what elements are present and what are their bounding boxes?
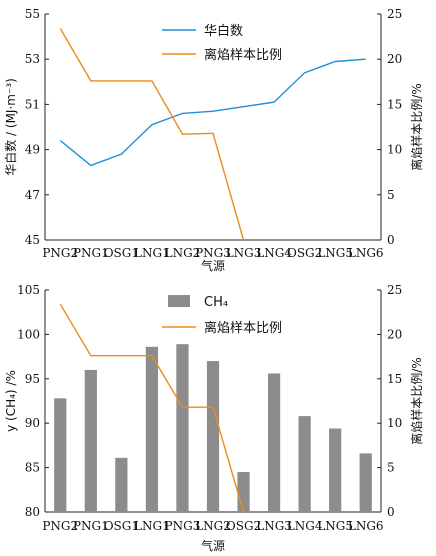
chart1-category-label: PNG2 (42, 246, 78, 260)
chart2-right-tick-label: 0 (387, 505, 395, 519)
chart2-legend-swatch-ch4 (168, 295, 190, 307)
chart1-x-axis-title: 气源 (201, 258, 225, 273)
chart2-category-label: PNG1 (73, 519, 109, 533)
chart1-flame-lift-ratio-line (59, 28, 245, 241)
chart2-left-tick-label: 80 (25, 505, 40, 519)
chart1-right-tick-label: 15 (387, 97, 402, 111)
chart2-category-label: LNG4 (287, 519, 323, 533)
chart2-bar (115, 457, 128, 512)
chart1-left-tick-label: 53 (25, 52, 40, 66)
chart2-category-label: LNG1 (134, 519, 170, 533)
chart1-left-tick-label: 45 (25, 233, 40, 247)
chart1-category-label: PNG3 (195, 246, 231, 260)
chart2-category-label: LNG6 (348, 519, 384, 533)
chart2-right-tick-label: 25 (387, 283, 402, 297)
chart1-category-label: LNG1 (134, 246, 170, 260)
chart2-category-label: PNG3 (165, 519, 201, 533)
chart2-category-label: OSG2 (226, 519, 261, 533)
chart2-category-label: LNG5 (317, 519, 353, 533)
chart2-y2-axis-title: 离焰样本比例/% (409, 357, 424, 444)
chart1-category-label: OSG1 (104, 246, 139, 260)
chart2-legend-label-1: CH₄ (204, 295, 228, 310)
chart1-category-label: PNG1 (73, 246, 109, 260)
chart1-right-tick-label: 25 (387, 7, 402, 21)
chart1-right-tick-label: 10 (387, 143, 402, 157)
chart2-bar (84, 369, 97, 512)
chart2-right-tick-label: 15 (387, 372, 402, 386)
chart1-right-tick-label: 0 (387, 233, 395, 247)
chart2-left-tick-label: 105 (17, 283, 40, 297)
chart1-left-tick-label: 55 (25, 7, 40, 21)
chart2-bar (145, 346, 159, 512)
chart2-category-label: OSG1 (104, 519, 139, 533)
chart1-right-tick-label: 20 (387, 52, 402, 66)
chart2-bar (237, 472, 250, 512)
chart2-left-tick-label: 100 (17, 327, 40, 341)
chart2-category-label: PNG2 (42, 519, 78, 533)
chart1-category-label: LNG5 (317, 246, 353, 260)
chart2-right-tick-label: 5 (387, 461, 395, 475)
chart1-category-label: OSG2 (287, 246, 322, 260)
chart1-category-label: LNG3 (226, 246, 262, 260)
chart1-legend-label-2: 离焰样本比例 (204, 47, 282, 63)
chart1-right-tick-label: 5 (387, 188, 395, 202)
chart2-bar (267, 373, 281, 512)
chart2-bar (298, 416, 311, 512)
chart2-left-tick-label: 90 (25, 416, 40, 430)
chart2-y-axis-title: y (CH₄) /% (4, 370, 18, 432)
chart2-bar (54, 398, 67, 512)
chart1-category-label: LNG4 (256, 246, 292, 260)
chart1-category-label: LNG6 (348, 246, 384, 260)
chart2-right-tick-label: 10 (387, 416, 402, 430)
chart2-left-tick-label: 95 (25, 372, 40, 386)
chart2-legend-label-2: 离焰样本比例 (204, 320, 282, 336)
chart2-right-tick-label: 20 (387, 327, 402, 341)
chart2-bar (176, 344, 189, 512)
chart1-category-label: LNG2 (165, 246, 201, 260)
chart2-x-axis-title: 气源 (201, 538, 225, 553)
chart1-left-tick-label: 47 (25, 188, 40, 202)
chart2-bar (359, 453, 372, 512)
chart1-y2-axis-title: 离焰样本比例/% (409, 83, 424, 170)
chart2-bar (206, 361, 220, 512)
chart2-left-tick-label: 85 (25, 461, 40, 475)
chart2-category-label: LNG2 (195, 519, 231, 533)
chart2-category-label: LNG3 (256, 519, 292, 533)
chart2-bar (329, 428, 342, 512)
chart1-left-tick-label: 49 (25, 143, 40, 157)
chart1-legend-label-1: 华白数 (204, 23, 243, 39)
chart1-y-axis-title: 华白数 / (MJ·m⁻³) (3, 78, 18, 176)
chart1-left-tick-label: 51 (25, 97, 40, 111)
chart2-flame-lift-ratio-line (59, 303, 245, 513)
chart1-wobbe-index-line (59, 58, 366, 167)
